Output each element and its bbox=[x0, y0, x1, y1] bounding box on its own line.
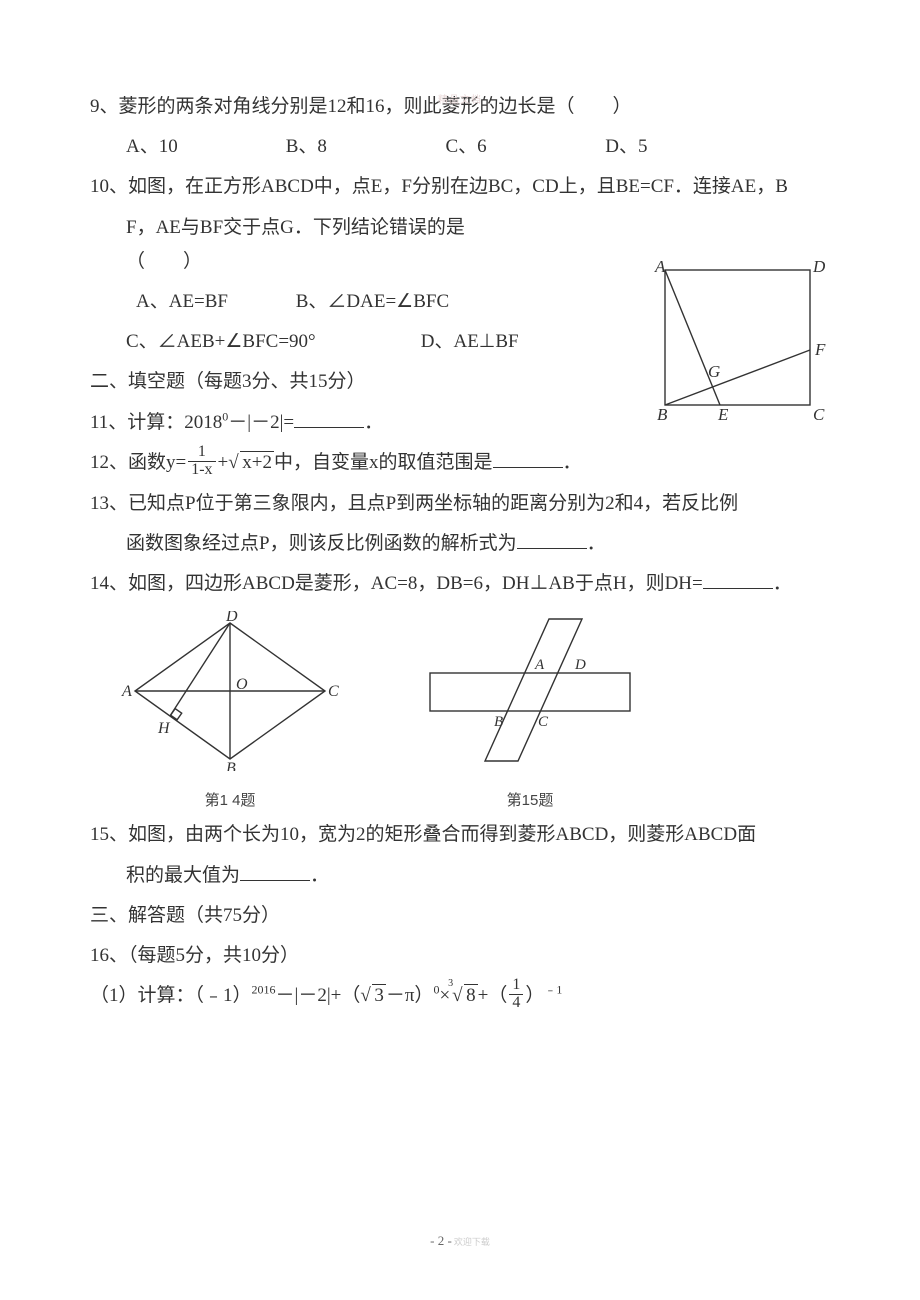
q16-fden: 4 bbox=[509, 995, 523, 1012]
fig15-caption: 第15题 bbox=[410, 787, 650, 814]
q12-blank bbox=[493, 450, 563, 468]
svg-text:A: A bbox=[654, 257, 666, 276]
q9-optD: D、5 bbox=[605, 130, 725, 164]
q16-rad2: 8 bbox=[464, 984, 478, 1006]
q15-l2: 积的最大值为 ． bbox=[90, 859, 830, 893]
q10-optA: A、AE=BF bbox=[136, 285, 291, 319]
q15-l2-text: 积的最大值为 bbox=[126, 865, 240, 886]
q16-mid2: －π） bbox=[386, 985, 434, 1006]
q16-mid4: +（ bbox=[478, 985, 508, 1006]
svg-text:C: C bbox=[813, 405, 825, 424]
q9-options: A、10 B、8 C、6 D、5 bbox=[90, 130, 830, 164]
fig14-caption: 第1 4题 bbox=[120, 787, 340, 814]
q16-frac: 14 bbox=[509, 977, 523, 1012]
q9-optB: B、8 bbox=[286, 130, 441, 164]
q16-sqrt1: 3 bbox=[360, 979, 386, 1013]
svg-text:G: G bbox=[708, 362, 720, 381]
q12-mid: + bbox=[218, 452, 229, 473]
watermark-top: 精品文档 bbox=[438, 92, 482, 110]
svg-text:D: D bbox=[225, 611, 238, 625]
q11-suffix: －|－2|= bbox=[228, 412, 294, 433]
svg-text:D: D bbox=[574, 657, 586, 673]
q16-idx: 3 bbox=[448, 975, 453, 993]
q15-l1: 15、如图，由两个长为10，宽为2的矩形叠合而得到菱形ABCD，则菱形ABCD面 bbox=[90, 818, 830, 852]
q16-sup3: ﹣1 bbox=[544, 983, 562, 997]
q10-optC: C、∠AEB+∠BFC=90° bbox=[126, 325, 416, 359]
q14-text: 14、如图，四边形ABCD是菱形，AC=8，DB=6，DH⊥AB于点H，则DH= bbox=[90, 573, 703, 594]
q16-prefix: （1）计算：（﹣1） bbox=[90, 985, 252, 1006]
q10-l2: F，AE与BF交于点G．下列结论错误的是（ ） bbox=[90, 211, 520, 279]
q12: 12、函数y=11-x+ x+2中，自变量x的取值范围是 ． bbox=[90, 446, 830, 481]
q9-optA: A、10 bbox=[126, 130, 281, 164]
figure-square-abcd: A D B C E F G bbox=[640, 255, 830, 442]
q16-mid5: ） bbox=[525, 985, 544, 1006]
q10-row2: C、∠AEB+∠BFC=90° D、AE⊥BF bbox=[90, 325, 520, 359]
svg-text:B: B bbox=[657, 405, 668, 424]
figure-row: D A C B H O 第1 4题 A D B C 第15题 bbox=[120, 611, 830, 814]
svg-text:B: B bbox=[494, 714, 503, 730]
q15-period: ． bbox=[310, 865, 329, 886]
svg-text:B: B bbox=[226, 760, 236, 771]
q11-blank bbox=[294, 409, 364, 427]
page-footer: - 2 -欢迎下载 bbox=[430, 1229, 490, 1252]
page-number: - 2 - bbox=[430, 1233, 452, 1248]
q12-num: 1 bbox=[188, 444, 215, 462]
q9-optC: C、6 bbox=[446, 130, 601, 164]
q16-expr: （1）计算：（﹣1）2016－|－2|+（3－π）0×38+（14）﹣1 bbox=[90, 979, 830, 1014]
q15-blank bbox=[240, 863, 310, 881]
q10-row1: A、AE=BF B、∠DAE=∠BFC bbox=[90, 285, 520, 319]
q10-optD: D、AE⊥BF bbox=[421, 331, 519, 352]
svg-text:E: E bbox=[717, 405, 729, 424]
q14-period: ． bbox=[773, 573, 792, 594]
q12-period: ． bbox=[563, 452, 582, 473]
q12-prefix: 12、函数y= bbox=[90, 452, 186, 473]
svg-text:C: C bbox=[328, 683, 339, 700]
q16-sup1: 2016 bbox=[252, 983, 276, 997]
q11-period: ． bbox=[364, 412, 383, 433]
svg-text:D: D bbox=[812, 257, 826, 276]
section3-header: 三、解答题（共75分） bbox=[90, 899, 830, 933]
svg-text:H: H bbox=[157, 720, 171, 737]
q12-suffix: 中，自变量x的取值范围是 bbox=[274, 452, 493, 473]
svg-text:A: A bbox=[534, 657, 545, 673]
q12-den: 1-x bbox=[188, 462, 215, 479]
q12-radicand: x+2 bbox=[240, 451, 274, 473]
q16-mid1: －|－2|+（ bbox=[276, 985, 361, 1006]
q13-l2-text: 函数图象经过点P，则该反比例函数的解析式为 bbox=[126, 533, 517, 554]
q10-optB: B、∠DAE=∠BFC bbox=[296, 291, 449, 312]
q11-prefix: 11、计算：2018 bbox=[90, 412, 222, 433]
svg-text:O: O bbox=[236, 676, 248, 693]
svg-text:C: C bbox=[538, 714, 549, 730]
q12-frac: 11-x bbox=[188, 444, 215, 479]
q16-fnum: 1 bbox=[509, 977, 523, 995]
figure-14: D A C B H O 第1 4题 bbox=[120, 611, 340, 814]
q13-l2: 函数图象经过点P，则该反比例函数的解析式为 ． bbox=[90, 527, 830, 561]
q13-period: ． bbox=[587, 533, 606, 554]
q10-l1: 10、如图，在正方形ABCD中，点E，F分别在边BC，CD上，且BE=CF．连接… bbox=[90, 170, 830, 204]
q14-blank bbox=[703, 571, 773, 589]
q13-blank bbox=[517, 531, 587, 549]
q16-header: 16、（每题5分，共10分） bbox=[90, 939, 830, 973]
footer-download: 欢迎下载 bbox=[454, 1237, 490, 1247]
svg-text:A: A bbox=[121, 683, 132, 700]
q12-sqrt: x+2 bbox=[228, 446, 274, 480]
figure-15: A D B C 第15题 bbox=[410, 611, 650, 814]
q13-l1: 13、已知点P位于第三象限内，且点P到两坐标轴的距离分别为2和4，若反比例 bbox=[90, 487, 830, 521]
svg-text:F: F bbox=[814, 340, 826, 359]
q14: 14、如图，四边形ABCD是菱形，AC=8，DB=6，DH⊥AB于点H，则DH=… bbox=[90, 567, 830, 601]
q16-rad1: 3 bbox=[372, 984, 386, 1006]
q16-sqrt3: 38 bbox=[450, 979, 478, 1013]
